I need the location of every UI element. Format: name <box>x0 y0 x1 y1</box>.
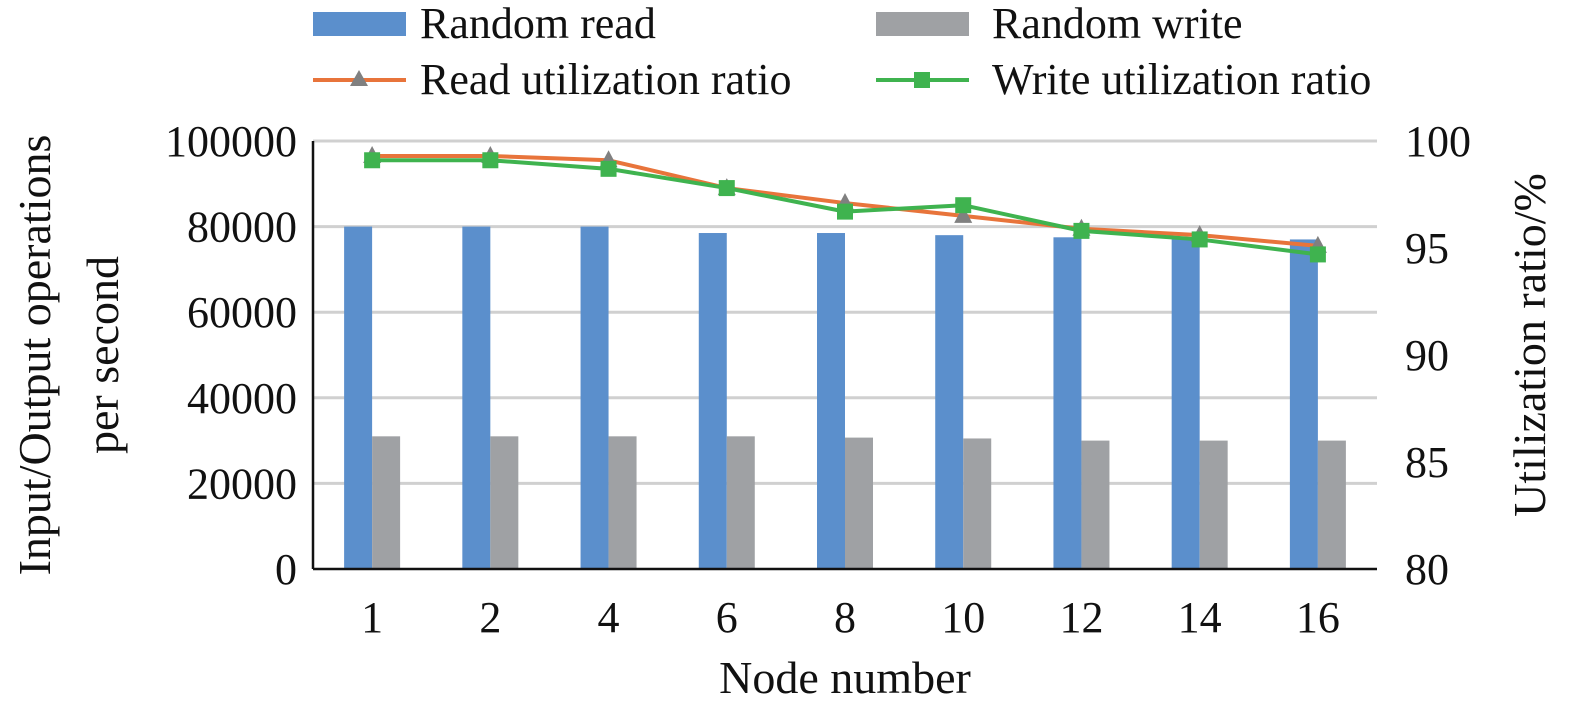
bars <box>344 226 1346 570</box>
point-write-utilization-ratio-10 <box>955 197 972 214</box>
y-right-axis-title: Utilization ratio/% <box>1504 173 1555 517</box>
legend-marker-write-utilization <box>914 72 930 88</box>
y-left-axis-title-line-1: Input/Output operations <box>9 135 60 576</box>
bar-random-read-10 <box>935 235 964 569</box>
lines <box>363 145 1327 263</box>
y-left-tick-0: 0 <box>275 545 297 594</box>
y-right-tick-85: 85 <box>1405 438 1449 487</box>
x-tick-4: 4 <box>598 593 620 642</box>
point-write-utilization-ratio-4 <box>600 160 617 177</box>
x-tick-10: 10 <box>941 593 985 642</box>
point-write-utilization-ratio-6 <box>718 180 735 197</box>
bar-random-write-8 <box>845 437 873 569</box>
bar-random-read-6 <box>698 233 727 569</box>
point-write-utilization-ratio-14 <box>1191 231 1208 248</box>
y-right-tick-95: 95 <box>1405 224 1449 273</box>
x-tick-1: 1 <box>361 593 383 642</box>
legend-label-read-utilization: Read utilization ratio <box>420 55 791 104</box>
bar-random-read-2 <box>462 226 491 569</box>
axes <box>311 141 1377 571</box>
point-write-utilization-ratio-16 <box>1309 246 1326 263</box>
y-right-tick-100: 100 <box>1405 117 1471 166</box>
point-write-utilization-ratio-1 <box>364 152 381 169</box>
point-write-utilization-ratio-12 <box>1073 222 1090 239</box>
bar-random-write-4 <box>608 436 637 569</box>
bar-random-read-14 <box>1171 237 1200 570</box>
y-left-tick-80000: 80000 <box>187 203 297 252</box>
legend-swatch-random-read <box>313 12 406 36</box>
bar-random-read-16 <box>1289 239 1318 569</box>
legend-label-random-write: Random write <box>992 0 1243 48</box>
x-tick-16: 16 <box>1296 593 1340 642</box>
legend-label-write-utilization: Write utilization ratio <box>992 55 1371 104</box>
legend-marker-read-utilization <box>350 70 368 86</box>
y-right-tick-90: 90 <box>1405 331 1449 380</box>
point-write-utilization-ratio-8 <box>837 203 853 220</box>
y-left-axis-title-line-2: per second <box>77 256 128 454</box>
y-left-tick-100000: 100000 <box>165 117 297 166</box>
y-left-tick-40000: 40000 <box>187 374 297 423</box>
bar-random-write-16 <box>1317 440 1346 569</box>
x-axis-title: Node number <box>719 652 971 703</box>
bar-random-write-10 <box>963 438 992 569</box>
y-left-tick-60000: 60000 <box>187 288 297 337</box>
legend-label-random-read: Random read <box>420 0 656 48</box>
bar-random-write-2 <box>490 436 519 569</box>
bar-random-read-12 <box>1053 237 1082 570</box>
x-tick-14: 14 <box>1178 593 1222 642</box>
bar-random-write-12 <box>1081 440 1110 569</box>
y-left-tick-20000: 20000 <box>187 459 297 508</box>
bar-random-read-8 <box>817 233 845 569</box>
y-right-tick-80: 80 <box>1405 545 1449 594</box>
bar-random-read-4 <box>580 226 609 569</box>
legend: Random read Random write Read utilizatio… <box>313 0 1371 104</box>
bar-random-read-1 <box>344 226 373 569</box>
x-tick-2: 2 <box>479 593 501 642</box>
point-read-utilization-ratio-10 <box>954 205 973 223</box>
point-write-utilization-ratio-2 <box>482 152 499 169</box>
x-tick-12: 12 <box>1059 593 1103 642</box>
bar-random-write-6 <box>726 436 755 569</box>
x-tick-8: 8 <box>834 593 856 642</box>
legend-swatch-random-write <box>876 12 969 36</box>
x-tick-6: 6 <box>716 593 738 642</box>
y-left-axis-title: Input/Output operations per second <box>9 135 128 576</box>
bar-random-write-14 <box>1199 440 1228 569</box>
bar-random-write-1 <box>372 436 401 569</box>
